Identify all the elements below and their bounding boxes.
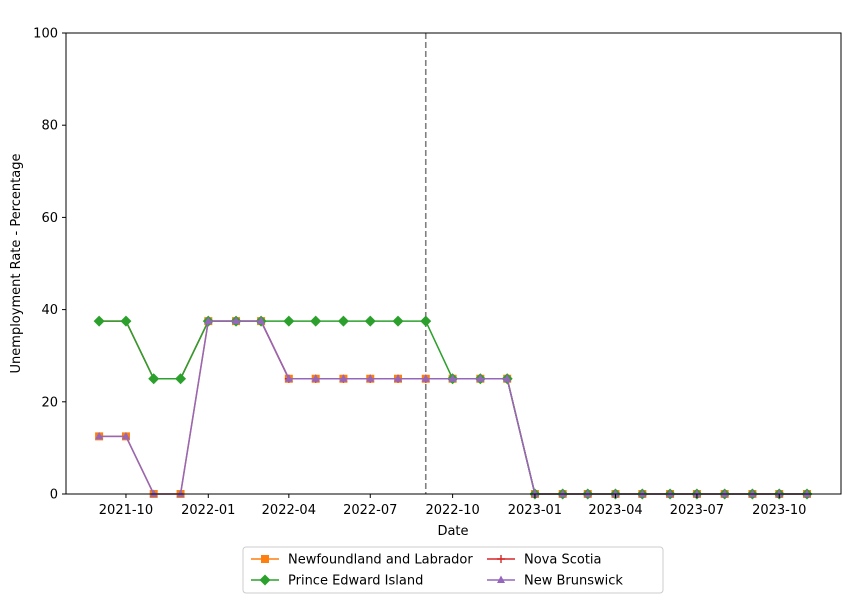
x-tick-label: 2022-07: [343, 503, 397, 518]
data-point: [176, 489, 185, 497]
data-point: [583, 489, 592, 497]
data-point: [232, 316, 241, 325]
axes-frame: [65, 32, 842, 495]
data-point: [666, 489, 675, 497]
series-new-brunswick: [95, 316, 811, 497]
x-tick-label: 2023-07: [670, 503, 724, 518]
data-point: [339, 374, 348, 382]
legend-marker: [261, 555, 269, 563]
data-point: [120, 315, 132, 327]
y-tick-label: 20: [41, 395, 58, 410]
data-point: [421, 374, 430, 382]
legend-item: Nova Scotia: [487, 553, 602, 568]
x-tick-label: 2022-01: [181, 503, 235, 518]
x-tick-label: 2023-01: [508, 503, 562, 518]
legend-frame: [242, 546, 664, 594]
data-point: [503, 374, 512, 382]
legend-label: Nova Scotia: [524, 553, 602, 568]
data-point: [284, 374, 293, 382]
x-tick-label: 2023-10: [752, 503, 806, 518]
x-tick-label: 2022-10: [425, 503, 479, 518]
data-point: [748, 489, 757, 497]
data-point: [366, 374, 375, 382]
x-tick-label: 2023-04: [588, 503, 642, 518]
data-point: [257, 316, 266, 325]
legend-label: Prince Edward Island: [288, 574, 423, 589]
data-point: [364, 315, 376, 327]
data-point: [93, 315, 105, 327]
x-axis-label: Date: [437, 524, 468, 539]
data-point: [802, 489, 811, 497]
legend-item: Prince Edward Island: [251, 574, 423, 589]
data-point: [121, 431, 130, 440]
y-tick-label: 60: [41, 211, 58, 226]
legend: Newfoundland and Labrador Prince Edward I…: [242, 546, 664, 594]
legend-label: Newfoundland and Labrador: [288, 553, 473, 568]
data-point: [476, 374, 485, 382]
y-tick-label: 100: [33, 27, 58, 42]
data-point: [720, 489, 729, 497]
data-point: [611, 489, 620, 497]
y-tick-label: 0: [50, 488, 58, 503]
data-point: [311, 374, 320, 382]
y-axis-label: Unemployment Rate - Percentage: [9, 154, 24, 374]
legend-marker: [497, 575, 505, 583]
x-tick-label: 2022-04: [262, 503, 316, 518]
data-point: [148, 373, 160, 385]
data-point: [394, 374, 403, 382]
data-point: [283, 315, 295, 327]
data-point: [95, 431, 104, 440]
data-point: [175, 373, 187, 385]
legend-marker: [259, 574, 271, 586]
data-point: [204, 316, 213, 325]
legend-item: New Brunswick: [487, 574, 623, 589]
data-point: [448, 374, 457, 382]
data-point: [530, 489, 539, 497]
axis-ticks: 0 20 40 60 80 100 2021-10 2022-01 2022-04 2022-07…: [33, 27, 806, 519]
data-point: [337, 315, 349, 327]
data-point: [392, 315, 404, 327]
data-point: [558, 489, 567, 497]
data-point: [149, 489, 158, 497]
y-tick-label: 80: [41, 119, 58, 134]
y-tick-label: 40: [41, 303, 58, 318]
x-tick-label: 2021-10: [99, 503, 153, 518]
data-point: [692, 489, 701, 497]
data-point: [310, 315, 322, 327]
data-point: [638, 489, 647, 497]
legend-item: Newfoundland and Labrador: [251, 553, 473, 568]
legend-marker: [497, 555, 505, 563]
data-point: [420, 315, 432, 327]
legend-label: New Brunswick: [524, 574, 623, 589]
data-point: [775, 489, 784, 497]
